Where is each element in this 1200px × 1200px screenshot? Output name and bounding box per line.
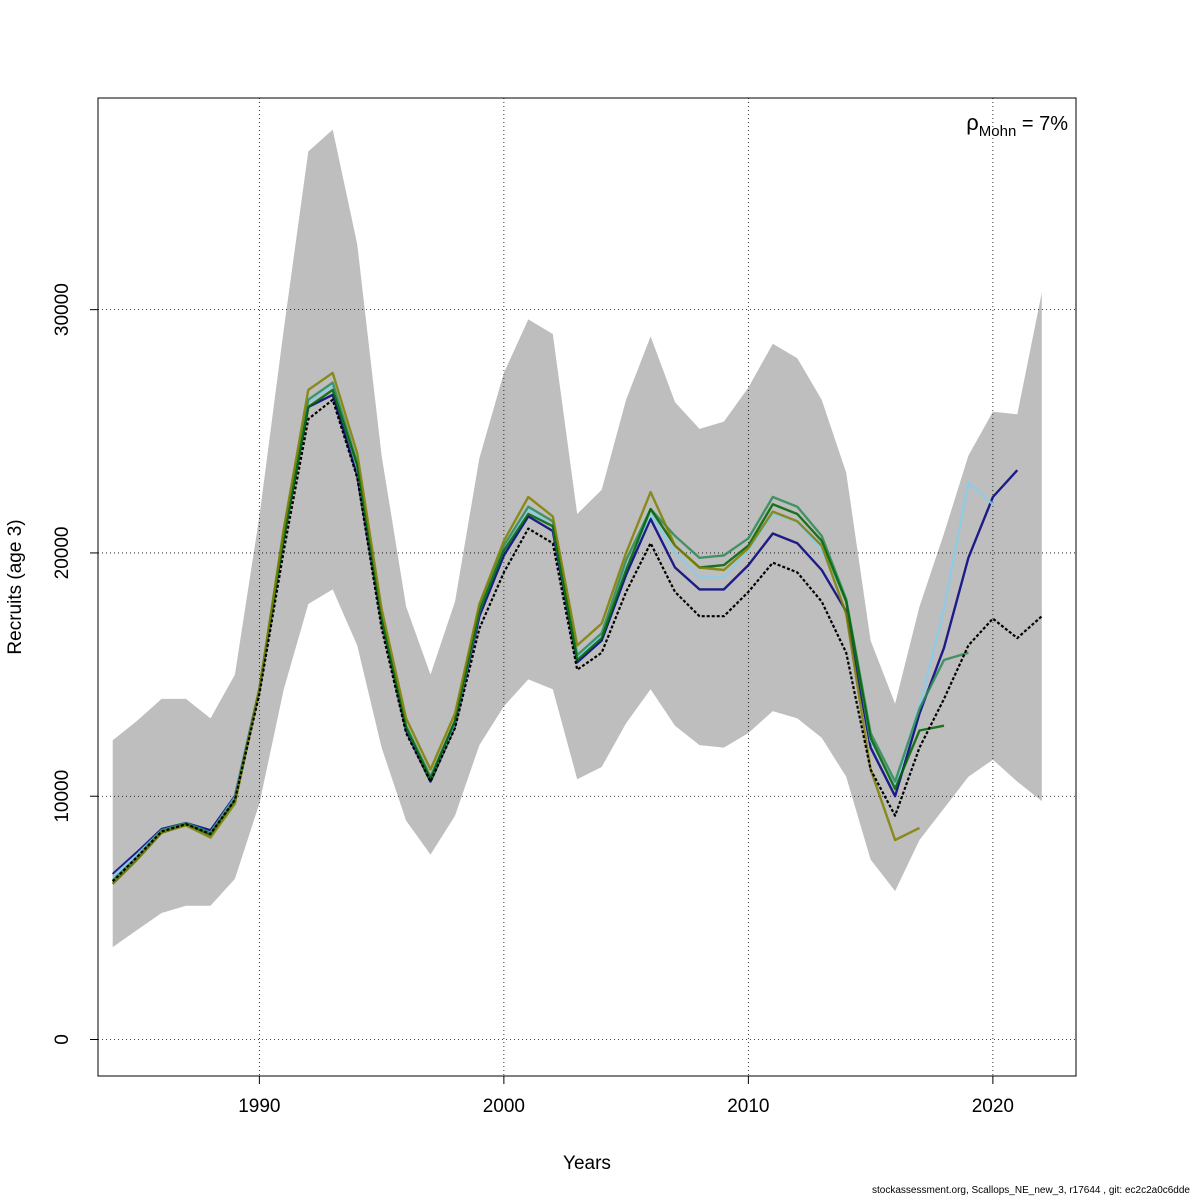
axis-layer: 1990 2000 2010 2020 0 10000 20000 30000 (52, 283, 1014, 1117)
x-tick-label: 2000 (483, 1096, 525, 1117)
mohn-rho-annotation: ρMohn = 7% (966, 110, 1068, 140)
series-line-6 (111, 398, 1043, 883)
confidence-band (112, 129, 1042, 948)
x-tick-label: 1990 (238, 1096, 280, 1117)
mohn-rho-subscript: Mohn (979, 123, 1017, 140)
mohn-rho-symbol: ρ (966, 110, 979, 135)
x-axis-title: Years (563, 1153, 611, 1174)
x-tick-label: 2020 (972, 1096, 1014, 1117)
series-layer (111, 371, 1043, 885)
mohn-rho-value: = 7% (1016, 113, 1068, 135)
y-tick-label: 0 (52, 1034, 73, 1045)
y-tick-label: 10000 (52, 770, 73, 823)
confidence-band-layer (112, 129, 1042, 948)
y-tick-label: 20000 (52, 527, 73, 580)
x-tick-label: 2010 (727, 1096, 769, 1117)
y-axis-title: Recruits (age 3) (5, 519, 26, 654)
plot-frame (97, 97, 1077, 1077)
series-line-5 (111, 371, 921, 885)
footer-text: stockassessment.org, Scallops_NE_new_3, … (872, 1185, 1190, 1196)
y-tick-label: 30000 (52, 283, 73, 336)
grid-layer (98, 98, 1076, 1076)
